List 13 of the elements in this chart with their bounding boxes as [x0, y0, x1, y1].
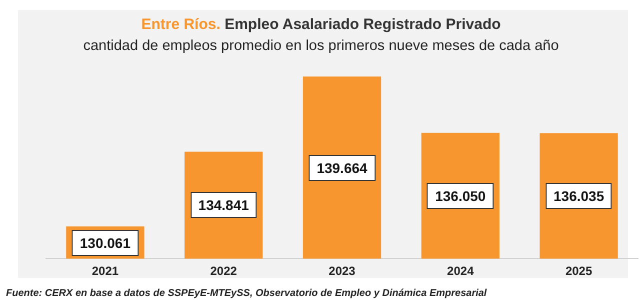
x-tick-label: 2025: [565, 264, 592, 278]
x-tick-label: 2024: [447, 264, 474, 278]
data-label: 136.035: [545, 182, 612, 209]
x-tick-label: 2023: [328, 264, 356, 278]
annotation: Fuente: CERX en base a datos de SSPEyE-MTEySS, Observatorio de Empleo y Dinámica Empresarial: [6, 288, 487, 299]
data-label: 134.841: [190, 192, 257, 218]
x-tick-label: 2021: [92, 264, 119, 278]
data-label: 130.061: [72, 230, 138, 256]
chart-title: Entre Ríos. Empleo Asalariado Registrado Privado: [140, 16, 502, 33]
x-tick-label: 2022: [210, 264, 238, 278]
chart-subtitle: cantidad de empleos promedio en los primeros nueve meses de cada año: [82, 38, 560, 54]
data-label: 136.050: [427, 182, 494, 209]
data-label: 139.664: [308, 154, 376, 181]
